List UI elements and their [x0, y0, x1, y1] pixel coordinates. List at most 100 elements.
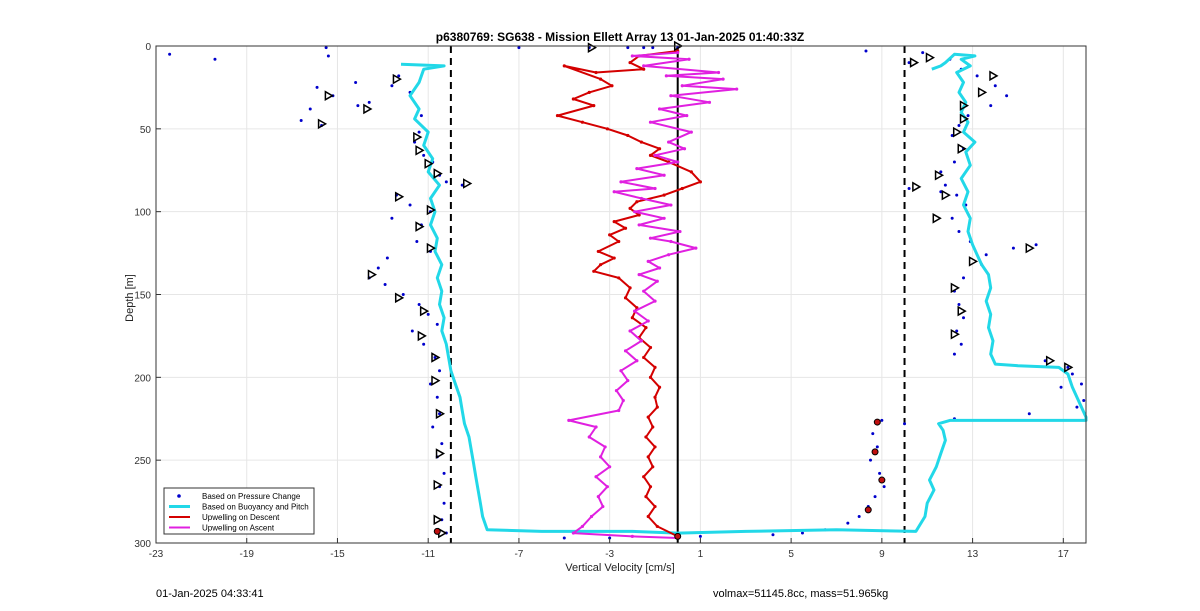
pressure-change-point [943, 183, 947, 187]
pressure-change-point [315, 85, 319, 89]
series-point-2 [642, 475, 646, 479]
series-point-3 [567, 418, 571, 423]
pressure-change-point [440, 442, 444, 446]
pressure-change-point [1066, 365, 1070, 369]
series-point-3 [619, 180, 623, 184]
series-point-3 [635, 359, 639, 363]
x-tick-label: -3 [605, 549, 614, 560]
series-point-2 [646, 514, 650, 519]
pressure-change-point [435, 322, 439, 326]
series-point-2 [644, 435, 648, 439]
pressure-change-point [966, 114, 970, 118]
series-point-2 [617, 276, 621, 280]
triangle-marker [463, 178, 473, 189]
series-point-2 [653, 365, 657, 369]
series-point-3 [637, 223, 641, 227]
series-point-3 [648, 236, 653, 240]
x-tick-label: -19 [240, 549, 255, 560]
pressure-change-point [1027, 412, 1031, 416]
series-point-3 [642, 289, 646, 293]
triangle-marker [1045, 355, 1056, 367]
series-point-3 [680, 84, 684, 88]
series-point-2 [608, 233, 612, 237]
series-point-3 [721, 77, 725, 81]
red-triangle-marker [674, 532, 682, 540]
series-point-2 [612, 256, 616, 260]
triangle-marker [957, 305, 967, 317]
pressure-change-point [882, 485, 886, 489]
triangle-marker [435, 408, 446, 420]
pressure-change-point [984, 253, 988, 257]
pressure-change-point [397, 74, 401, 78]
pressure-change-point [438, 412, 442, 416]
series-point-3 [571, 531, 575, 535]
pressure-change-point [299, 119, 303, 123]
series-line-1 [400, 52, 1088, 535]
pressure-change-point [921, 51, 925, 55]
triangle-marker [433, 514, 443, 526]
pressure-change-point [903, 422, 907, 426]
pressure-change-point [880, 418, 884, 422]
triangle-marker [925, 52, 935, 63]
triangle-marker [415, 145, 425, 156]
series-point-2 [644, 326, 648, 330]
triangle-marker [952, 126, 963, 138]
series-point-2 [623, 296, 628, 300]
triangle-marker [959, 113, 970, 125]
series-point-2 [644, 495, 648, 499]
series-point-3 [667, 253, 671, 257]
series-point-2 [653, 395, 657, 399]
series-point-2 [648, 375, 653, 379]
series-point-2 [648, 485, 653, 489]
y-axis-label: Depth [m] [124, 274, 136, 322]
series-point-2 [657, 385, 662, 389]
series-point-3 [633, 210, 637, 214]
y-tick-label: 50 [140, 125, 152, 136]
pressure-change-point [444, 180, 448, 184]
pressure-change-point [771, 533, 775, 537]
series-point-3 [669, 94, 673, 98]
series-point-2 [628, 206, 632, 210]
pressure-change-point [422, 342, 426, 346]
series-point-2 [662, 193, 666, 197]
pressure-change-point [213, 57, 217, 61]
legend-label: Based on Buoyancy and Pitch [202, 503, 309, 512]
pressure-change-point [959, 342, 963, 346]
series-point-3 [642, 64, 646, 68]
series-point-2 [598, 263, 603, 267]
x-tick-label: 1 [698, 549, 704, 560]
pressure-change-point [460, 183, 464, 187]
triangle-marker [934, 169, 945, 181]
series-point-2 [653, 445, 657, 449]
series-point-3 [646, 259, 650, 263]
series-point-3 [608, 465, 612, 469]
triangle-marker [363, 103, 373, 115]
series-point-3 [716, 70, 721, 75]
series-point-3 [619, 369, 623, 373]
chart-title: p6380769: SG638 - Mission Ellett Array 1… [436, 30, 804, 44]
x-tick-label: 9 [879, 549, 885, 560]
pressure-change-point [846, 521, 850, 525]
series-point-2 [646, 455, 650, 459]
pressure-change-point [417, 302, 421, 306]
series-point-3 [623, 349, 628, 353]
series-point-3 [664, 74, 668, 78]
x-axis-label: Vertical Velocity [cm/s] [565, 562, 674, 574]
pressure-change-point [626, 46, 630, 50]
triangle-marker [968, 256, 979, 267]
series-point-2 [655, 405, 659, 409]
triangle-marker [431, 352, 441, 363]
pressure-change-point [367, 100, 371, 104]
series-point-2 [680, 186, 684, 191]
series-point-3 [646, 319, 650, 323]
series-point-2 [571, 97, 575, 101]
series-point-3 [605, 485, 609, 489]
series-point-3 [596, 495, 600, 499]
y-tick-label: 150 [134, 291, 151, 302]
pressure-change-point [428, 382, 432, 386]
pressure-change-point [993, 84, 997, 88]
series-point-3 [653, 186, 657, 191]
series-point-3 [580, 524, 585, 529]
x-tick-label: 5 [788, 549, 794, 560]
series-point-2 [642, 355, 646, 360]
